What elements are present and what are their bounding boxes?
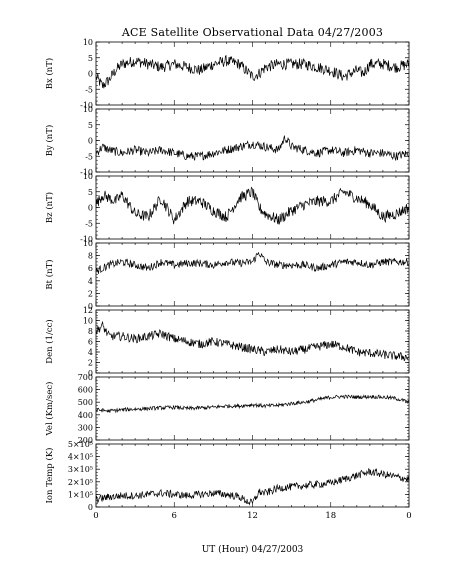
panel-2-ytick-label: 0 xyxy=(88,137,93,146)
panel-5-ytick-label: 2 xyxy=(88,359,93,368)
panel-7-ytick-label: 1×10⁵ xyxy=(68,490,93,499)
x-tick-label: 0 xyxy=(93,511,98,521)
panel-4-series-line xyxy=(95,251,410,274)
panel-7-ytick-label: 4×10⁵ xyxy=(68,453,93,462)
panel-2-ylabel: By (nT) xyxy=(44,125,55,157)
panel-1-ylabel: Bx (nT) xyxy=(44,58,55,90)
panel-7-ytick-label: 3×10⁵ xyxy=(68,465,93,474)
panel-6-ytick-label: 400 xyxy=(78,411,93,420)
panel-1-ytick-label: 10 xyxy=(83,38,93,47)
panel-6-ytick-label: 200 xyxy=(78,436,93,445)
panel-3-series-line xyxy=(95,186,410,225)
panel-1-series-line xyxy=(95,54,410,89)
panel-3-ylabel: Bz (nT) xyxy=(44,192,55,223)
panel-4-ytick-label: 0 xyxy=(88,302,93,311)
x-tick-label: 6 xyxy=(172,511,177,521)
x-tick-label: 18 xyxy=(325,511,336,521)
panel-2-series-line xyxy=(95,135,409,161)
panel-7-series-line xyxy=(95,467,410,506)
panel-2-ytick-label: 10 xyxy=(83,105,93,114)
panel-6-ytick-label: 300 xyxy=(78,423,93,432)
panel-7-ylabel: Ion Temp (K) xyxy=(44,448,55,504)
panel-1-ytick-label: -5 xyxy=(85,85,93,94)
panel-2-frame xyxy=(95,108,410,173)
panel-1-ytick-label: -10 xyxy=(80,101,93,110)
panel-6-series-line xyxy=(95,394,410,414)
panel-4-ytick-label: 6 xyxy=(88,264,93,273)
panel-4-ytick-label: 10 xyxy=(83,239,93,248)
panel-5-ytick-label: 8 xyxy=(88,327,93,336)
panel-3-ytick-label: 0 xyxy=(88,204,93,213)
panel-7-ytick-label: 2×10⁵ xyxy=(68,478,93,487)
panel-1-ytick-label: 5 xyxy=(88,54,93,63)
chart-title: ACE Satellite Observational Data 04/27/2… xyxy=(121,26,384,39)
panel-3-ytick-label: 10 xyxy=(83,172,93,181)
panel-4-frame xyxy=(95,242,410,307)
panel-3-ytick-label: 5 xyxy=(88,188,93,197)
panel-6-ytick-label: 600 xyxy=(78,386,93,395)
panel-3-frame xyxy=(95,175,410,240)
panel-4-ytick-label: 4 xyxy=(88,277,93,286)
panel-5-ytick-label: 12 xyxy=(83,306,93,315)
panel-5-ytick-label: 6 xyxy=(88,338,93,347)
panel-5-ytick-label: 0 xyxy=(88,369,93,378)
panel-5-series-line xyxy=(95,320,410,362)
panel-7-ytick-label: 0 xyxy=(88,503,93,512)
panel-5-ylabel: Den (1/cc) xyxy=(44,319,55,363)
panel-4-ylabel: Bt (nT) xyxy=(44,259,55,289)
panel-7-frame xyxy=(95,443,410,508)
panel-4-ytick-label: 8 xyxy=(88,252,93,261)
panel-5-ytick-label: 4 xyxy=(88,348,93,357)
panel-4-ytick-label: 2 xyxy=(88,289,93,298)
x-tick-label: 0 xyxy=(406,511,411,521)
panel-2-ytick-label: -5 xyxy=(85,152,93,161)
panel-5-frame xyxy=(95,309,410,374)
panel-2-ytick-label: 5 xyxy=(88,121,93,130)
panel-5-ytick-label: 10 xyxy=(83,317,93,326)
panel-6-ytick-label: 700 xyxy=(78,373,93,382)
panel-6-ylabel: Vel (Km/sec) xyxy=(44,382,55,437)
panel-3-ytick-label: -10 xyxy=(80,235,93,244)
x-axis-label: UT (Hour) 04/27/2003 xyxy=(201,545,304,555)
panel-7-ytick-label: 5×10⁵ xyxy=(68,440,93,449)
panel-3-ytick-label: -5 xyxy=(85,219,93,228)
x-tick-label: 12 xyxy=(247,511,258,521)
panel-2-ytick-label: -10 xyxy=(80,168,93,177)
panel-6-ytick-label: 500 xyxy=(78,398,93,407)
panel-1-ytick-label: 0 xyxy=(88,70,93,79)
